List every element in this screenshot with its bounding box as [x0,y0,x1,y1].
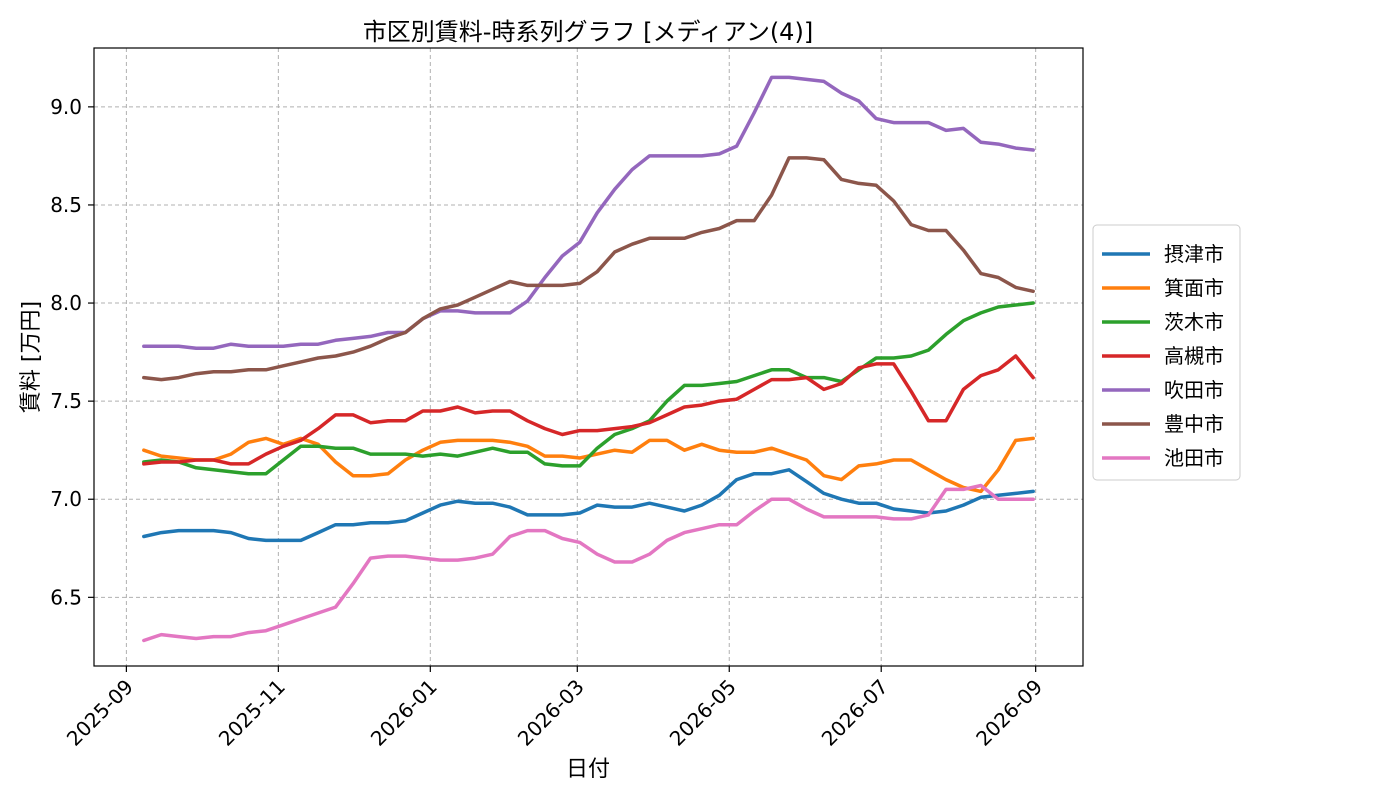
legend-label: 豊中市 [1164,412,1224,436]
x-tick-label: 2025-11 [214,675,290,751]
series-line-5 [142,156,1035,382]
series-line-0 [142,468,1035,543]
legend-label: 池田市 [1164,446,1224,470]
y-tick-label: 6.5 [50,585,82,609]
x-axis-label: 日付 [566,757,610,782]
x-tick-label: 2026-03 [513,675,589,751]
plot-area-frame [93,47,1084,667]
x-tick-label: 2025-09 [62,675,138,751]
legend-label: 吹田市 [1164,378,1224,402]
series-line-6 [142,483,1035,643]
grid-lines [94,48,1083,666]
y-axis-label: 賃料 [万円] [19,301,44,413]
y-tick-label: 9.0 [50,95,82,119]
series-line-2 [142,301,1035,476]
series-line-4 [142,75,1035,350]
x-tick-label: 2026-05 [665,675,741,751]
axes: 2025-09 2025-11 2026-01 2026-03 2026-05 2026-… [50,95,1047,751]
chart-title: 市区別賃料-時系列グラフ [メディアン(4)] [363,18,813,46]
x-tick-label: 2026-01 [366,675,442,751]
y-tick-label: 8.0 [50,291,82,315]
y-tick-label: 7.5 [50,389,82,413]
series-lines [142,75,1035,643]
legend-label: 箕面市 [1164,276,1224,300]
y-tick-label: 7.0 [50,487,82,511]
y-tick-label: 8.5 [50,193,82,217]
series-line-3 [142,354,1035,466]
legend-label: 摂津市 [1164,242,1224,266]
legend-label: 茨木市 [1164,310,1224,334]
x-tick-label: 2026-09 [971,675,1047,751]
legend-label: 高槻市 [1164,344,1224,368]
x-tick-label: 2026-07 [817,675,893,751]
